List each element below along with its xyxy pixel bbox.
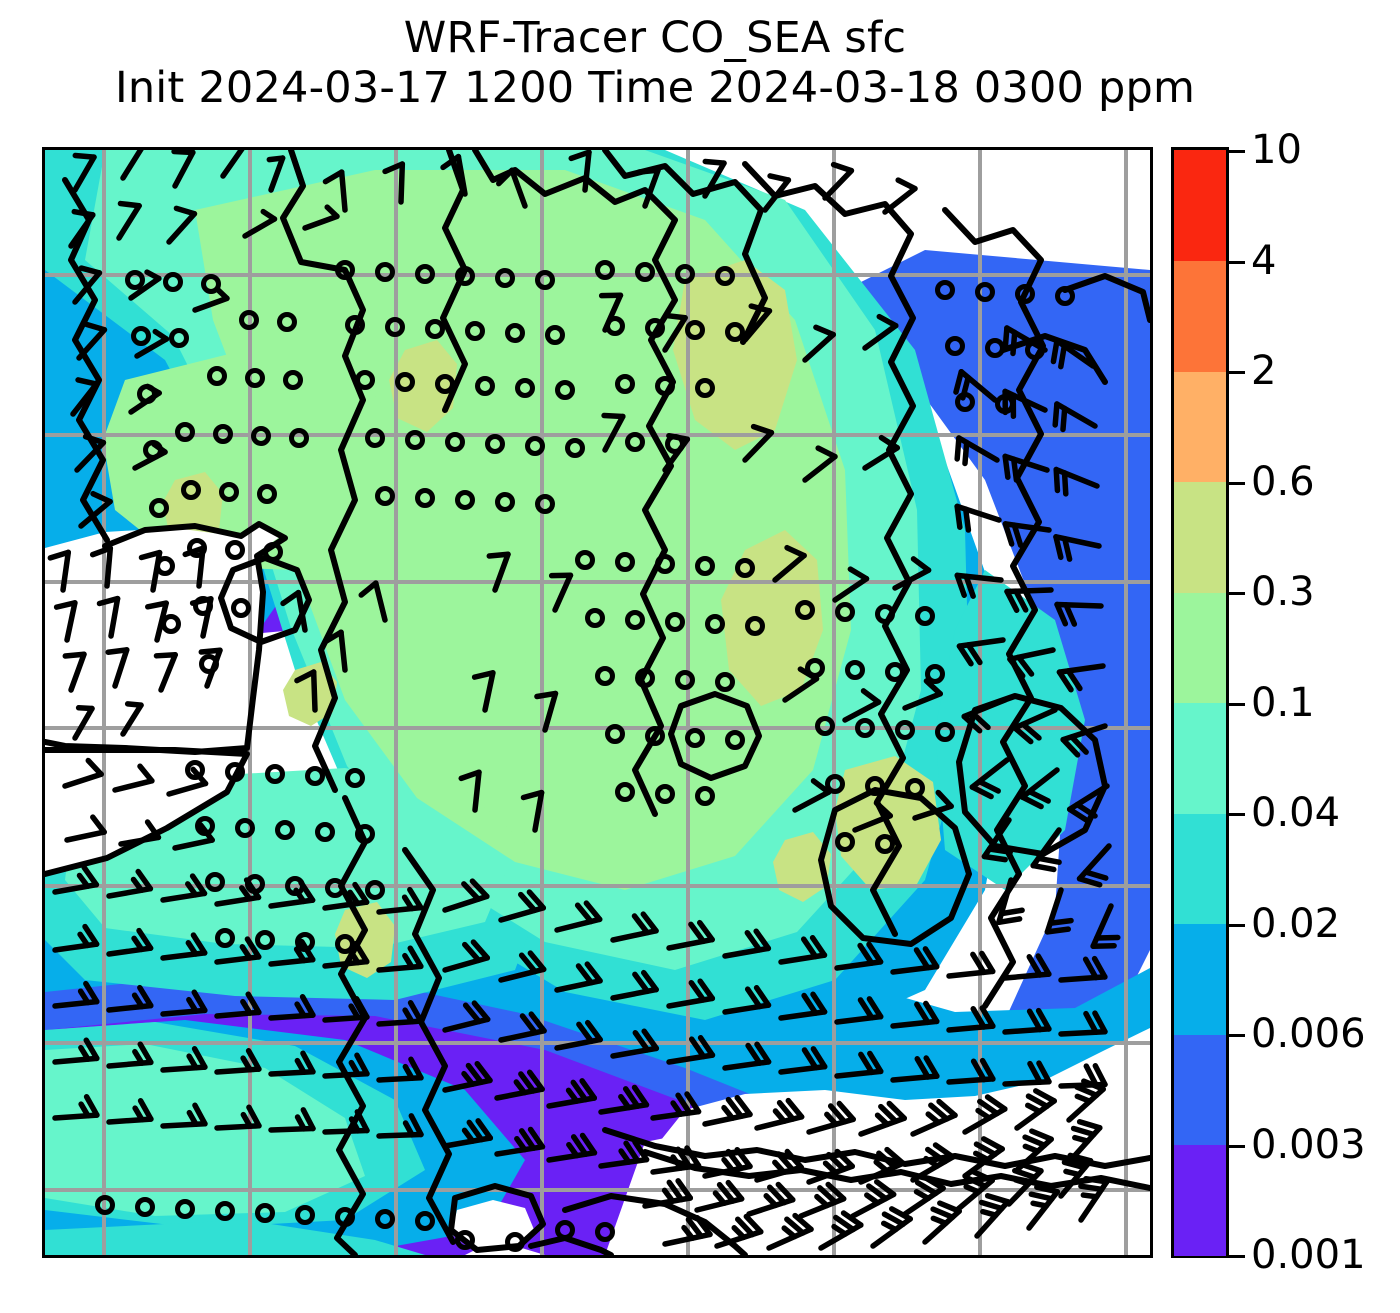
colorbar-tick-label: 4: [1251, 237, 1277, 284]
colorbar-tick-mark: [1229, 481, 1245, 485]
colorbar-segment-spring-green: [1174, 702, 1226, 814]
colorbar-segment-orange: [1174, 260, 1226, 372]
map-plot-area: [42, 147, 1153, 1258]
colorbar-tick-mark: [1229, 923, 1245, 927]
map-clip: [45, 150, 1150, 1255]
colorbar-tick-label: 0.003: [1251, 1121, 1366, 1168]
colorbar: [1171, 147, 1229, 1258]
colorbar-tick-mark: [1229, 702, 1245, 706]
colorbar-tick-label: 0.3: [1251, 569, 1315, 615]
colorbar-tick-label: 0.6: [1251, 458, 1315, 505]
colorbar-tick-label: 0.1: [1251, 679, 1315, 726]
colorbar-segment-sky-blue: [1174, 923, 1226, 1035]
colorbar-tick-label: 0.006: [1251, 1011, 1366, 1057]
colorbar-tick-mark: [1229, 260, 1245, 264]
colorbar-tick-mark: [1229, 371, 1245, 374]
coastlines: [45, 150, 1150, 1255]
chart-title-line-1: WRF-Tracer CO_SEA sfc: [403, 13, 907, 63]
colorbar-tick-mark: [1229, 1144, 1245, 1148]
colorbar-tick-mark: [1229, 150, 1245, 153]
colorbar-segment-light-orange: [1174, 371, 1226, 483]
chart-title-block: WRF-Tracer CO_SEA sfc Init 2024-03-17 12…: [0, 13, 1310, 114]
colorbar-segment-yellow-green: [1174, 481, 1226, 593]
map-canvas: [45, 150, 1150, 1255]
colorbar-segment-violet: [1174, 1144, 1226, 1256]
colorbar-segment-light-green: [1174, 592, 1226, 704]
colorbar-tick-label: 10: [1251, 127, 1302, 173]
colorbar-tick-mark: [1229, 592, 1245, 595]
chart-title-line-2: Init 2024-03-17 1200 Time 2024-03-18 030…: [114, 62, 1196, 113]
colorbar-tick-mark: [1229, 1034, 1245, 1037]
colorbar-tick-label: 0.02: [1251, 900, 1341, 947]
colorbar-tick-label: 2: [1251, 348, 1277, 394]
colorbar-tick-mark: [1229, 813, 1245, 816]
colorbar-segment-royal-blue: [1174, 1034, 1226, 1146]
colorbar-tick-label: 0.04: [1251, 790, 1341, 836]
colorbar-tick-group: 10 4 2 0.6 0.3 0.1 0.04 0.02 0.006 0.003 0.001: [1229, 127, 1399, 1278]
colorbar-tick-mark: [1229, 1255, 1245, 1258]
colorbar-segment-red: [1174, 150, 1226, 262]
colorbar-tick-label: 0.001: [1251, 1232, 1366, 1278]
colorbar-segment-turquoise: [1174, 813, 1226, 925]
